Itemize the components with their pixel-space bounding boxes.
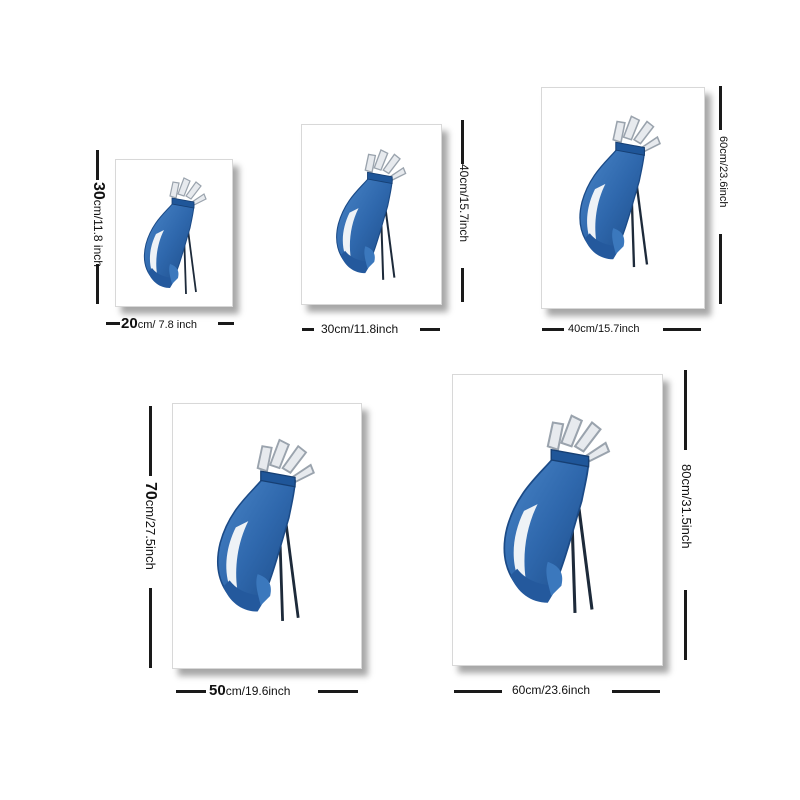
width-line-left: [542, 328, 564, 331]
height-line-bottom: [684, 590, 687, 660]
height-label-30x40: 40cm/15.7inch: [457, 164, 471, 243]
height-line-top: [149, 406, 152, 476]
width-line-left: [176, 690, 206, 693]
golf-bag-illustration: [578, 115, 662, 269]
width-line-right: [663, 328, 701, 331]
height-line-top: [719, 86, 722, 130]
height-label-20x30: 30cm/11.8 inch: [90, 182, 107, 267]
poster-frame-30x40: [301, 124, 442, 305]
width-label-20x30: 20cm/ 7.8 inch: [121, 316, 197, 331]
height-label-40x60: 60cm/23.6inch: [717, 136, 729, 208]
height-line-bottom: [461, 268, 464, 302]
width-line-right: [420, 328, 440, 331]
height-number: 70: [142, 482, 159, 500]
poster-frame-20x30: [115, 159, 233, 307]
height-line-bottom: [96, 264, 99, 304]
golf-bag-illustration: [335, 148, 407, 281]
height-number: 30: [90, 182, 107, 200]
poster-frame-50x70: [172, 403, 362, 669]
poster-frame-60x80: [452, 374, 663, 666]
width-line-left: [302, 328, 314, 331]
width-label-40x60: 40cm/15.7inch: [568, 323, 640, 335]
poster-frame-40x60: [541, 87, 705, 309]
height-unit: cm/11.8 inch: [91, 199, 105, 267]
golf-bag-illustration: [143, 177, 207, 295]
width-unit: cm/19.6inch: [225, 684, 291, 698]
width-unit: cm/ 7.8 inch: [137, 319, 197, 331]
height-label-60x80: 80cm/31.5inch: [679, 464, 694, 549]
golf-bag-illustration: [216, 438, 316, 623]
height-line-bottom: [149, 588, 152, 668]
height-unit: cm/27.5inch: [143, 499, 158, 570]
height-line-top: [461, 120, 464, 164]
width-line-right: [612, 690, 660, 693]
width-label-30x40: 30cm/11.8inch: [321, 322, 399, 336]
height-line-bottom: [719, 234, 722, 304]
width-line-right: [318, 690, 358, 693]
height-label-50x70: 70cm/27.5inch: [142, 482, 159, 570]
width-label-50x70: 50cm/19.6inch: [209, 683, 290, 698]
golf-bag-illustration: [502, 414, 611, 615]
width-line-left: [454, 690, 502, 693]
height-line-top: [96, 150, 99, 180]
width-line-left: [106, 322, 120, 325]
width-number: 50: [209, 682, 226, 699]
width-label-60x80: 60cm/23.6inch: [512, 683, 591, 697]
width-number: 20: [121, 315, 138, 332]
width-line-right: [218, 322, 234, 325]
height-line-top: [684, 370, 687, 450]
